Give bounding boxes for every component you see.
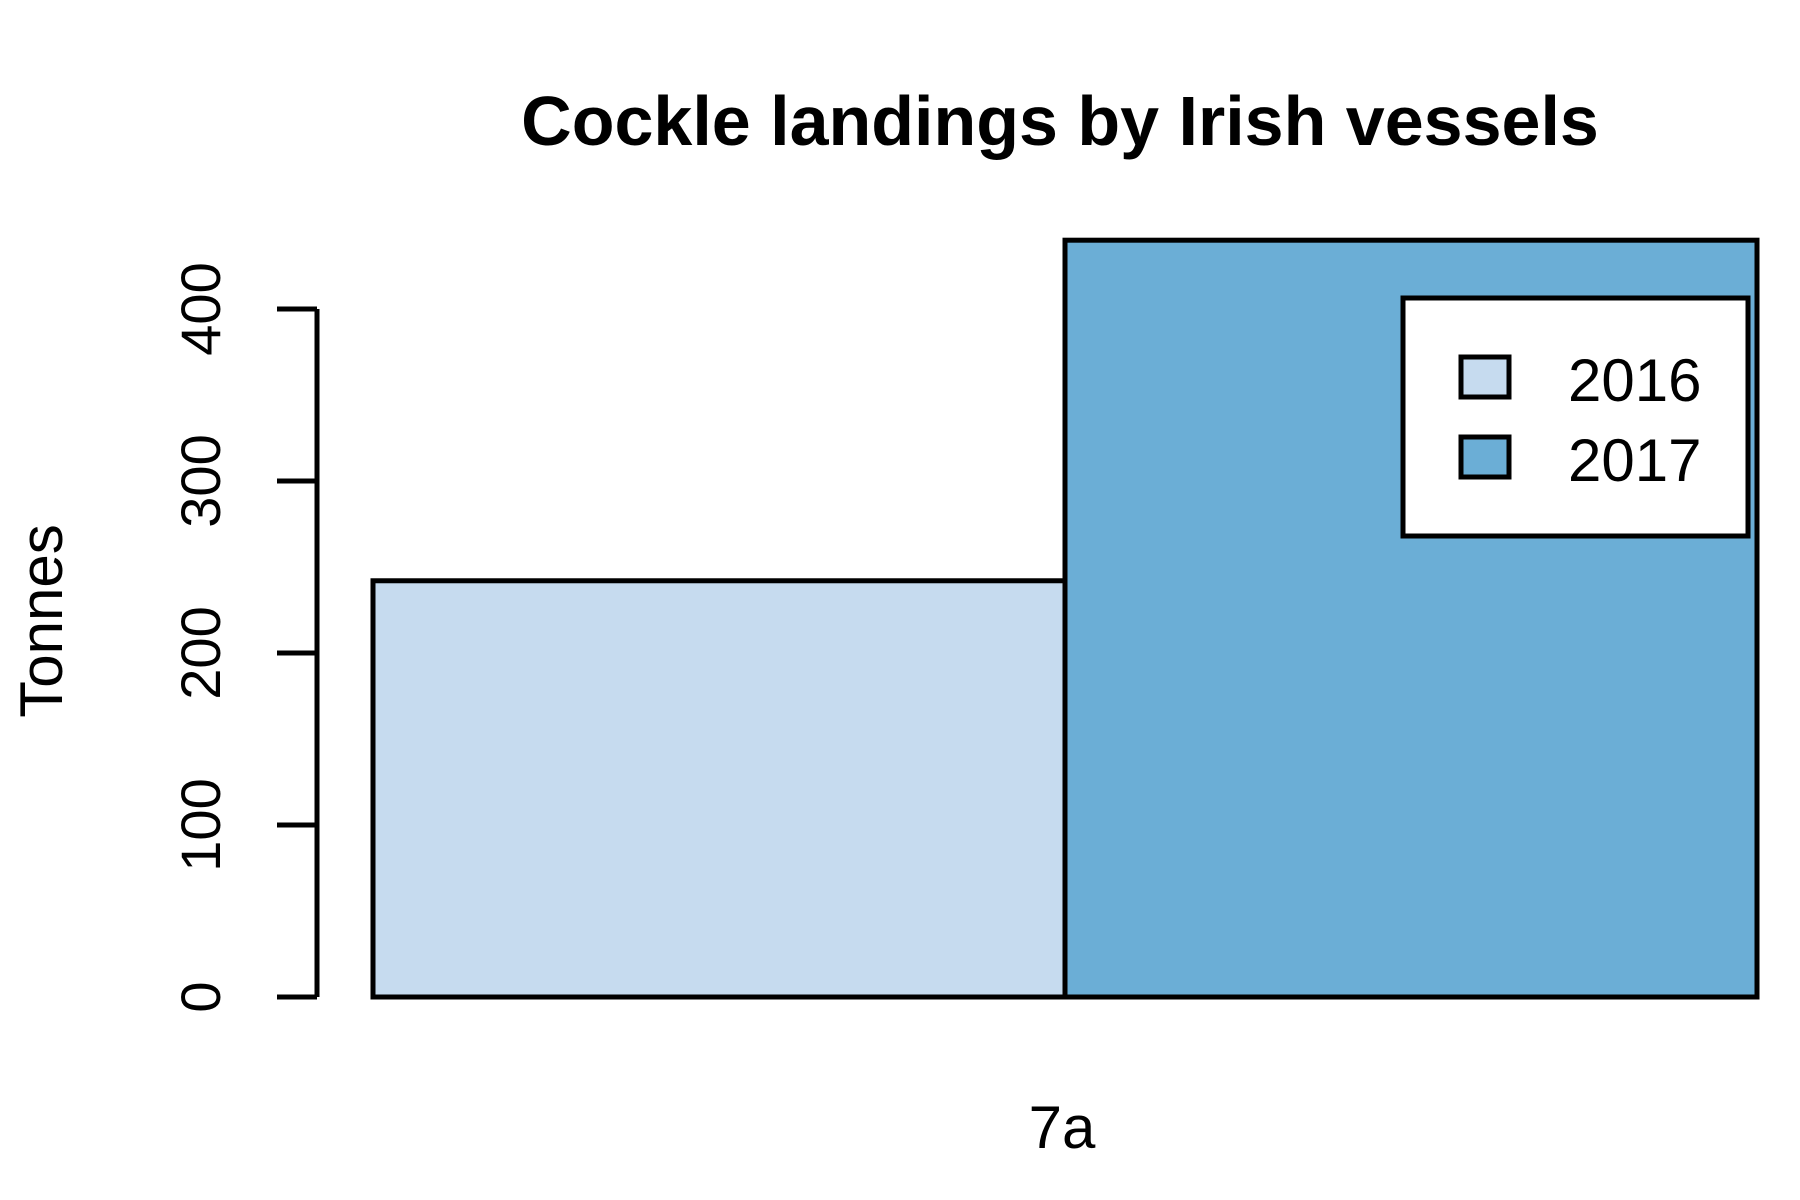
y-tick-label-4: 400 xyxy=(169,262,232,355)
legend-label-2017: 2017 xyxy=(1568,427,1701,494)
x-category-label: 7a xyxy=(1029,1094,1096,1161)
y-axis: 0 100 200 300 400 xyxy=(169,262,320,1013)
legend-label-2016: 2016 xyxy=(1568,347,1701,414)
legend: 2016 2017 xyxy=(1400,295,1751,539)
legend-swatch-2016 xyxy=(1458,354,1512,400)
y-tick-label-0: 0 xyxy=(169,981,232,1012)
chart-title: Cockle landings by Irish vessels xyxy=(521,82,1599,160)
y-axis-label: Tonnes xyxy=(8,524,75,717)
legend-box xyxy=(1400,295,1751,539)
y-tick-label-1: 100 xyxy=(169,778,232,871)
bar-2016-7a xyxy=(370,578,1068,1000)
y-tick-label-3: 300 xyxy=(169,434,232,527)
legend-swatch-2017 xyxy=(1458,434,1512,480)
y-tick-label-2: 200 xyxy=(169,606,232,699)
